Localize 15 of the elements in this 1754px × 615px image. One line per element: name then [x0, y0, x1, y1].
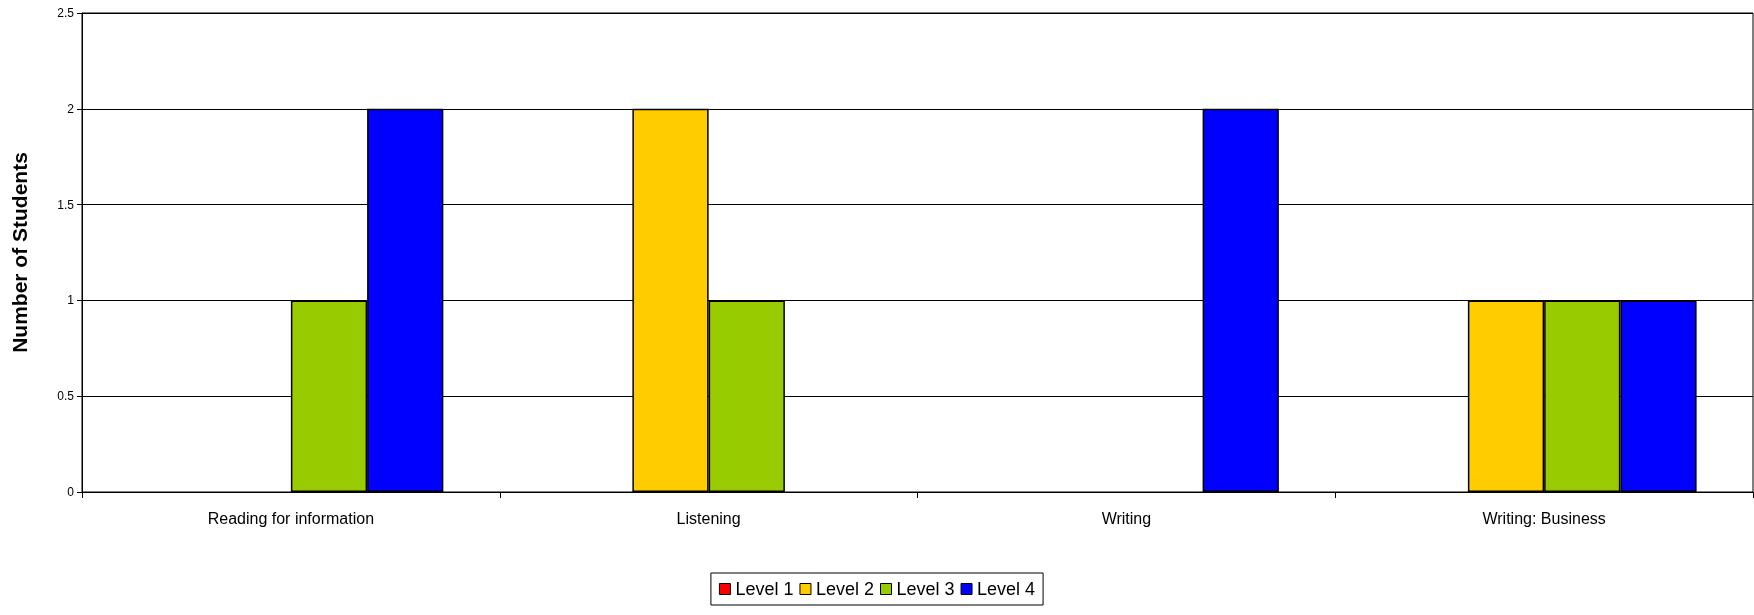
legend-label: Level 3: [896, 579, 955, 599]
legend-label: Level 1: [735, 579, 794, 599]
y-tick-label: 1.5: [57, 197, 75, 212]
x-tick-label: Listening: [676, 509, 741, 527]
legend-label: Level 2: [815, 579, 874, 599]
y-tick-label: 0.5: [57, 389, 75, 404]
y-tick-label: 2.5: [57, 6, 75, 20]
y-axis-title: Number of Students: [8, 152, 31, 353]
x-tick-label: Writing: [1101, 509, 1152, 527]
y-tick-label: 1: [67, 293, 75, 308]
x-tick-label: Reading for information: [207, 509, 375, 527]
y-tick-label: 0: [67, 485, 75, 499]
y-tick-label: 2: [67, 101, 75, 116]
x-tick-label: Writing: Business: [1482, 509, 1606, 527]
legend-label: Level 4: [977, 579, 1036, 599]
